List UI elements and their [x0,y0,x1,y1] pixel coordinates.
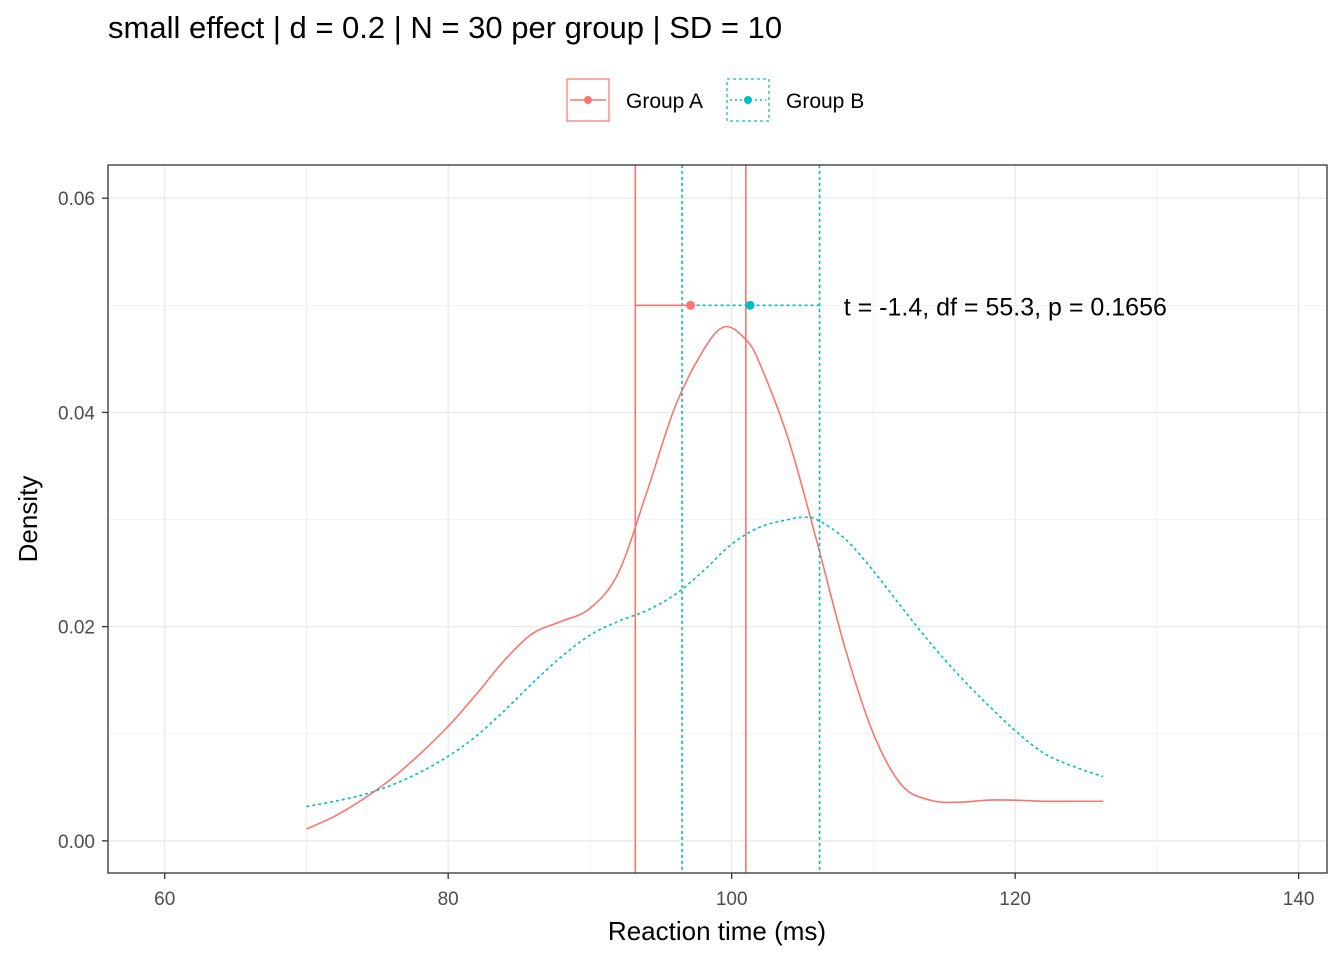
y-tick-label: 0.02 [58,618,95,639]
group-a-density-line [306,325,1104,830]
axes: 60 80 100 120 140 0.00 0.02 0.04 0.06 [58,189,1314,910]
chart-marks: t = -1.4, df = 55.3, p = 0.1656 [306,165,1167,873]
legend: Group A Group B [566,78,864,122]
x-tick-label: 80 [438,889,459,910]
legend-label-group-b: Group B [786,90,864,113]
chart-title: small effect | d = 0.2 | N = 30 per grou… [108,10,783,45]
t-test-annotation: t = -1.4, df = 55.3, p = 0.1656 [844,293,1167,321]
y-tick-label: 0.04 [58,403,95,424]
y-tick-label: 0.00 [58,832,95,853]
x-tick-label: 100 [716,889,748,910]
legend-key-group-a [566,78,610,122]
x-tick-label: 60 [154,889,175,910]
legend-key-group-b [726,78,770,122]
x-tick-label: 120 [999,889,1031,910]
group-a-mean-point [686,300,696,310]
x-axis-label: Reaction time (ms) [608,916,826,946]
y-axis-label: Density [13,476,43,563]
legend-label-group-a: Group A [626,90,703,113]
grid [108,165,1327,873]
group-b-density-line [306,516,1104,808]
y-tick-label: 0.06 [58,189,95,210]
group-b-mean-point [745,300,755,310]
x-tick-label: 140 [1283,889,1315,910]
plot-border [107,164,1328,874]
